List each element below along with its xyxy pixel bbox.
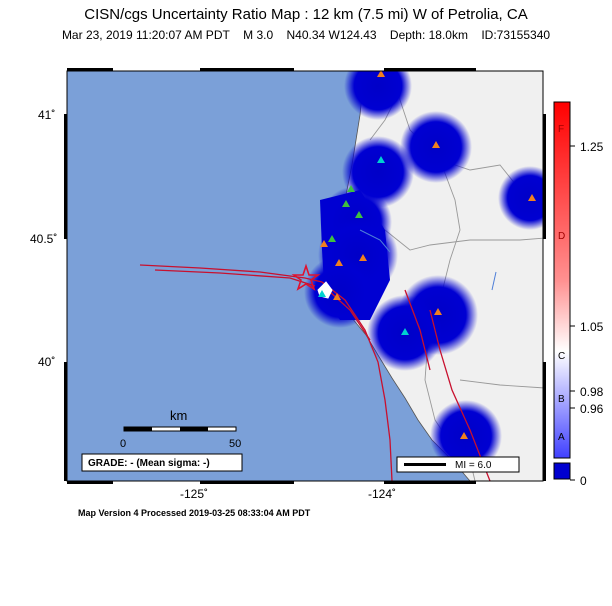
lat-label-40: 40˚ <box>38 355 55 369</box>
event-magnitude: M 3.0 <box>243 28 274 42</box>
event-info: Mar 23, 2019 11:20:07 AM PDT M 3.0 N40.3… <box>0 28 612 42</box>
mi-legend-label: MI = 6.0 <box>455 460 492 471</box>
colorbar-grade-a: A <box>558 432 565 443</box>
colorbar-value-1-05: 1.05 <box>580 320 604 334</box>
scale-start: 0 <box>120 438 126 450</box>
lat-label-40-5: 40.5˚ <box>30 232 57 246</box>
scale-unit: km <box>170 408 187 423</box>
grade-box <box>81 453 243 472</box>
event-depth: Depth: 18.0km <box>389 28 468 42</box>
map-version-footer: Map Version 4 Processed 2019-03-25 08:33… <box>78 508 311 518</box>
colorbar: 1.25 1.05 0.98 0.96 0 F D C B A <box>553 101 604 488</box>
event-datetime: Mar 23, 2019 11:20:07 AM PDT <box>61 28 230 42</box>
station-markers <box>318 71 536 439</box>
lon-label-125: -125˚ <box>180 487 208 501</box>
event-location: N40.34 W124.43 <box>286 28 377 42</box>
map-frame <box>66 70 544 482</box>
map-area <box>67 71 543 481</box>
map-title: CISN/cgs Uncertainty Ratio Map : 12 km (… <box>84 6 528 23</box>
rivers <box>359 229 497 291</box>
grade-text: GRADE: - (Mean sigma: -) <box>88 458 210 469</box>
frame-ticks <box>64 68 546 484</box>
colorbar-grade-f: F <box>558 124 564 135</box>
epicenter-star <box>291 263 321 291</box>
lat-label-41: 41˚ <box>38 108 55 122</box>
uncertainty-blobs <box>304 71 543 472</box>
event-id: ID:73155340 <box>481 28 551 42</box>
scale-bar: km 0 50 <box>120 408 241 450</box>
lon-label-124: -124˚ <box>368 487 396 501</box>
mi-legend-line <box>404 463 446 466</box>
colorbar-value-0: 0 <box>580 474 587 488</box>
colorbar-grade-b: B <box>558 394 565 405</box>
colorbar-grade-d: D <box>558 231 565 242</box>
colorbar-value-0-96: 0.96 <box>580 402 604 416</box>
scale-end: 50 <box>229 438 241 450</box>
colorbar-value-0-98: 0.98 <box>580 385 604 399</box>
colorbar-grade-c: C <box>558 351 565 362</box>
mi-legend-box <box>396 456 520 473</box>
colorbar-value-1-25: 1.25 <box>580 140 604 154</box>
